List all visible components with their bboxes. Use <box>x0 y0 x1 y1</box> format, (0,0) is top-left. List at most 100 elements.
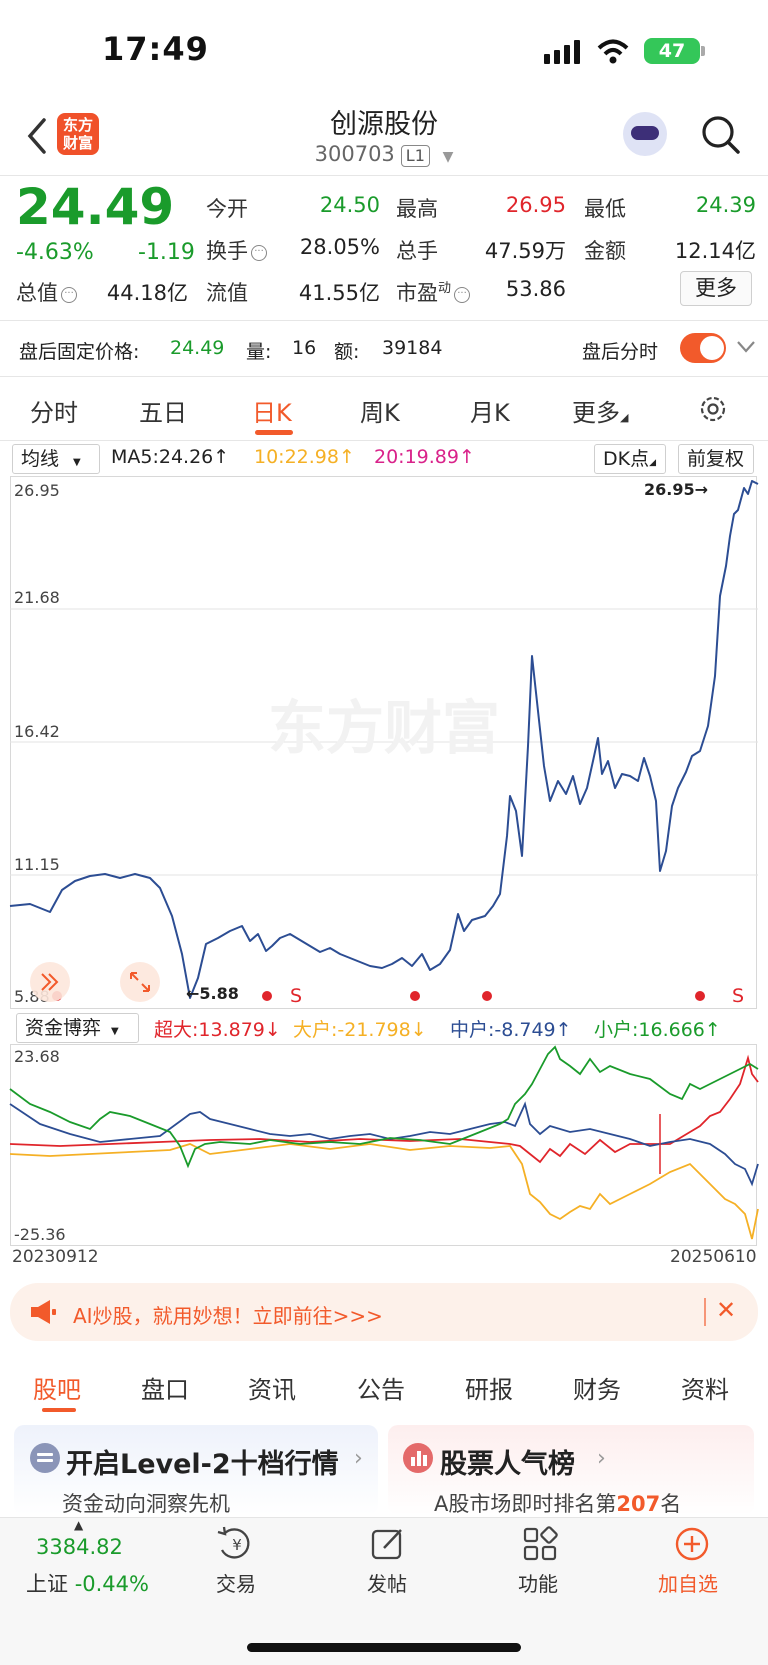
fund-y-bottom: -25.36 <box>14 1225 66 1244</box>
chart-watermark: 东方财富 <box>268 694 500 762</box>
eastmoney-logo: 东方 财富 <box>57 113 99 155</box>
chevron-right-icon: › <box>597 1446 606 1471</box>
change-amount: -1.19 <box>138 240 195 265</box>
after-hours-timeshare-label: 盘后分时 <box>582 341 659 363</box>
tab-more[interactable]: 更多◢ <box>572 399 629 427</box>
level2-title: 开启Level-2十档行情 <box>66 1449 339 1480</box>
home-indicator <box>247 1643 521 1652</box>
nav-add-watchlist[interactable]: 加自选 <box>658 1572 718 1596</box>
y-label-3: 16.42 <box>14 722 60 741</box>
max-price-label: 26.95→ <box>644 480 708 499</box>
adjust-button[interactable]: 前复权 <box>678 444 754 474</box>
level2-icon <box>30 1443 60 1473</box>
level2-card[interactable] <box>14 1425 378 1515</box>
trade-icon[interactable]: ¥ <box>216 1526 256 1562</box>
popularity-title: 股票人气榜 <box>440 1449 575 1480</box>
banner-separator <box>704 1298 706 1326</box>
corner-arrow-icon: ◢ <box>620 411 629 424</box>
back-icon[interactable] <box>24 116 48 156</box>
amount-label: 金额 <box>584 239 626 263</box>
y-label-4: 11.15 <box>14 855 60 874</box>
expand-left-button[interactable] <box>30 962 70 1002</box>
tab-day-k[interactable]: 日K <box>252 399 292 427</box>
large-legend: 大户:-21.798↓ <box>293 1019 427 1041</box>
fund-flow-frame <box>10 1044 757 1246</box>
tab-profile[interactable]: 资料 <box>681 1376 729 1404</box>
quote-divider <box>0 320 768 321</box>
super-large-legend: 超大:13.879↓ <box>154 1019 281 1041</box>
more-quote-button[interactable]: 更多 <box>680 271 752 306</box>
nav-post[interactable]: 发帖 <box>367 1572 407 1596</box>
indicator-select[interactable]: 均线 ▼ <box>12 444 100 474</box>
pe-label[interactable]: 市盈动 ··· <box>396 277 471 307</box>
ai-promo-banner[interactable] <box>10 1283 758 1341</box>
tab-pankou[interactable]: 盘口 <box>141 1376 189 1404</box>
small-legend: 小户:16.666↑ <box>594 1019 721 1041</box>
nav-functions[interactable]: 功能 <box>518 1572 558 1596</box>
apps-icon[interactable] <box>522 1526 558 1562</box>
chevron-right-icon: › <box>354 1446 363 1471</box>
turnover-label[interactable]: 换手 ··· <box>206 235 267 265</box>
fund-flow-chart[interactable]: 23.68 -25.36 <box>9 1044 759 1246</box>
battery-tip <box>701 46 705 56</box>
tab-research[interactable]: 研报 <box>465 1376 513 1404</box>
price-chart[interactable]: 东方财富 26.95 21.68 16.42 11.15 5.88 26.95→… <box>9 476 759 1010</box>
sell-signal: S <box>290 985 302 1007</box>
amount-value: 12.14亿 <box>674 239 756 263</box>
tab-announcements[interactable]: 公告 <box>357 1376 405 1404</box>
stock-code: 300703 <box>314 142 395 166</box>
high-label: 最高 <box>396 197 438 221</box>
after-hours-price-label: 盘后固定价格: <box>19 341 140 363</box>
float-value: 41.55亿 <box>298 281 380 305</box>
toggle-knob <box>700 336 724 360</box>
dropdown-arrow-icon: ▼ <box>111 1026 119 1037</box>
nav-trade[interactable]: 交易 <box>216 1572 256 1596</box>
megaphone-icon <box>31 1300 56 1324</box>
wifi-icon <box>597 39 629 64</box>
stock-name[interactable]: 创源股份 <box>330 109 438 140</box>
index-change[interactable]: 上证 -0.44% <box>26 1572 149 1596</box>
fund-flow-select[interactable]: 资金博弈 ▼ <box>16 1013 139 1043</box>
dk-point-button[interactable]: DK点◢ <box>594 444 666 474</box>
buy-signal-dot <box>695 991 705 1001</box>
open-value: 24.50 <box>319 193 380 217</box>
fullscreen-button[interactable] <box>120 962 160 1002</box>
ma20-label: 20:19.89↑ <box>374 446 475 468</box>
buy-signal-dot <box>482 991 492 1001</box>
header-divider <box>0 175 768 176</box>
tab-month-k[interactable]: 月K <box>470 399 510 427</box>
tab-five-day[interactable]: 五日 <box>139 399 187 427</box>
price-line <box>9 480 759 999</box>
tab-week-k[interactable]: 周K <box>360 399 400 427</box>
add-watchlist-icon[interactable] <box>674 1526 710 1562</box>
index-up-arrow-icon: ▲ <box>74 1518 84 1532</box>
close-icon[interactable]: ✕ <box>716 1296 737 1324</box>
popularity-subtitle: A股市场即时排名第207名 <box>434 1492 682 1516</box>
after-hours-volume: 16 <box>292 337 317 359</box>
float-label: 流值 <box>206 281 248 305</box>
tab-news[interactable]: 资讯 <box>248 1376 296 1404</box>
ai-promo-text[interactable]: AI炒股，就用妙想！立即前往>>> <box>73 1304 383 1328</box>
post-icon[interactable] <box>370 1526 406 1562</box>
bar-chart-icon <box>403 1443 433 1473</box>
info-icon: ··· <box>61 287 77 303</box>
y-label-2: 21.68 <box>14 588 60 607</box>
ai-assistant-visor <box>631 126 659 140</box>
after-hours-amount-label: 额: <box>334 341 360 363</box>
battery-indicator: 47 <box>644 38 700 64</box>
mktcap-label[interactable]: 总值 ··· <box>16 277 77 307</box>
tab-finance[interactable]: 财务 <box>573 1376 621 1404</box>
dropdown-arrow-icon: ▼ <box>73 457 81 468</box>
active-tab-underline <box>255 430 293 435</box>
search-icon[interactable] <box>700 114 742 156</box>
popularity-card[interactable] <box>388 1425 754 1515</box>
gear-icon[interactable] <box>698 394 728 424</box>
index-value[interactable]: 3384.82 <box>36 1535 123 1559</box>
low-label: 最低 <box>584 197 626 221</box>
tab-guba[interactable]: 股吧 <box>33 1376 81 1404</box>
chevron-down-icon[interactable] <box>736 340 756 354</box>
y-label-top: 26.95 <box>14 481 60 500</box>
stock-code-row[interactable]: 300703 L1 ▼ <box>0 142 768 167</box>
tab-timeshare[interactable]: 分时 <box>30 399 78 427</box>
info-icon: ··· <box>454 287 471 303</box>
